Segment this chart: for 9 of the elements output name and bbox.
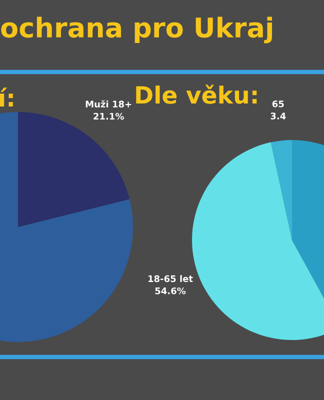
slice-label: 65 [272, 100, 284, 108]
data-label: 54.6% [155, 287, 186, 294]
data-label: 21.1% [94, 112, 124, 120]
slice-label: 18-65 let [148, 275, 193, 282]
chart-title: Dle věku: [136, 84, 257, 104]
chart-subtitle: ochrana pro Ukraj [1, 16, 272, 44]
data-label: 3.4 [270, 112, 286, 120]
slice-label: Muži 18+ [86, 100, 132, 108]
chart-title: í: [0, 88, 13, 107]
